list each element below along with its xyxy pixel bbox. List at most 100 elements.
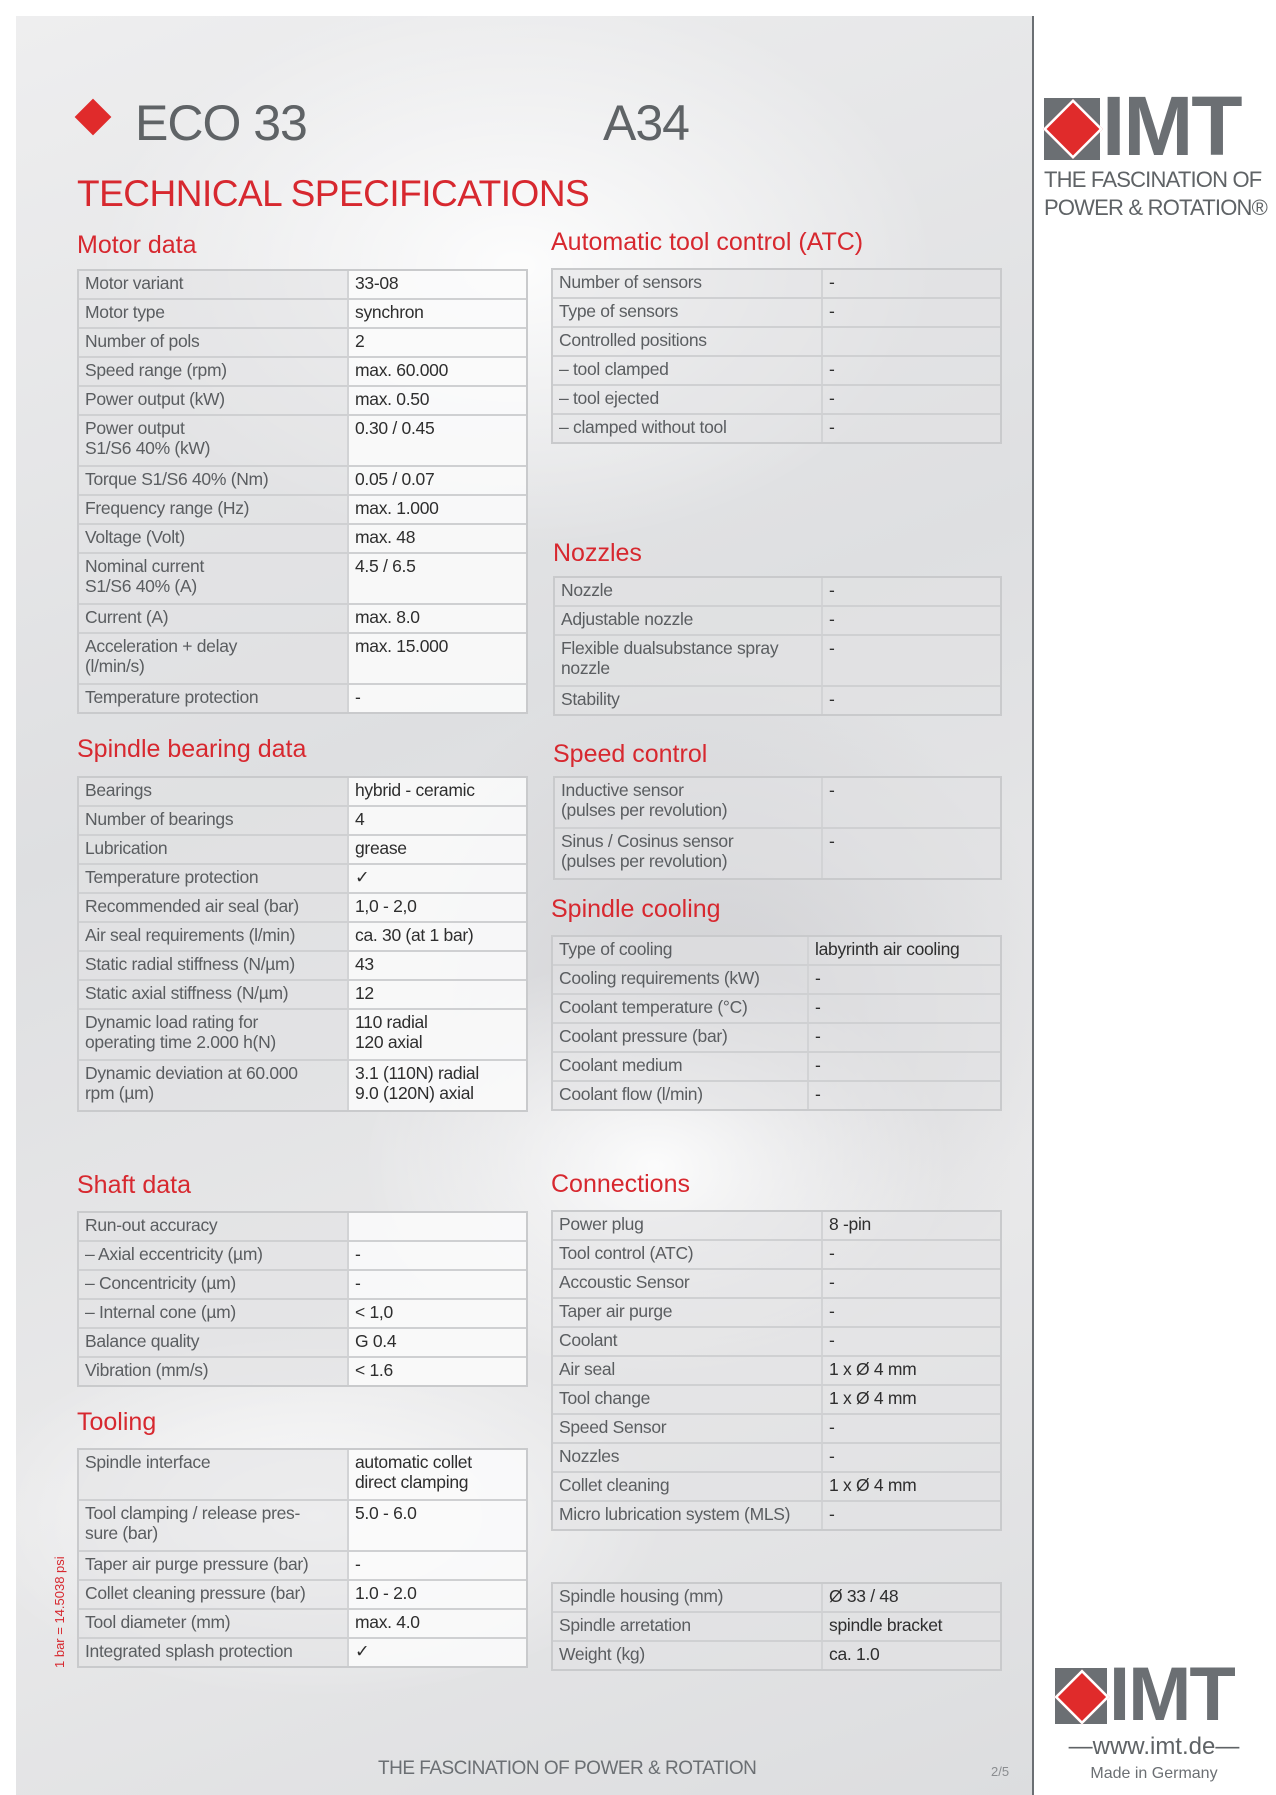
table-row: Static radial stiffness (N/µm) 43 <box>79 950 526 979</box>
website-link[interactable]: —www.imt.de— <box>1068 1733 1240 1760</box>
imt-logo: IMT <box>1042 84 1269 168</box>
spec-label: Spindle interface <box>79 1450 349 1499</box>
spec-value: 1,0 - 2,0 <box>349 894 526 921</box>
spec-label: Bearings <box>79 778 349 805</box>
spec-value: G 0.4 <box>349 1329 526 1356</box>
spec-label: Run-out accuracy <box>79 1213 349 1240</box>
spec-value: - <box>815 997 821 1017</box>
spec-table-housing: Spindle housing (mm) Ø 33 / 48 Spindle arr… <box>551 1582 1002 1671</box>
spec-label: Spindle housing (mm) <box>553 1584 823 1611</box>
table-row: – Internal cone (µm) < 1,0 <box>79 1298 526 1327</box>
section-heading-motor: Motor data <box>77 231 197 259</box>
section-heading-bearing: Spindle bearing data <box>77 735 307 763</box>
spec-label: Taper air purge <box>553 1299 823 1326</box>
spec-value: - <box>815 1055 821 1075</box>
table-row: Micro lubrication system (MLS) - <box>553 1500 1000 1529</box>
spec-value: - <box>829 272 835 292</box>
spec-value: - <box>829 638 835 658</box>
spec-value: - <box>829 1330 835 1350</box>
spec-label: Sinus / Cosinus sensor (pulses per revol… <box>555 829 823 878</box>
table-row: Nominal current S1/S6 40% (A) 4.5 / 6.5 <box>79 552 526 603</box>
table-row: Motor variant 33-08 <box>79 271 526 298</box>
spec-value: - <box>829 301 835 321</box>
spec-value: max. 1.000 <box>349 496 526 523</box>
table-row: Temperature protection ✓ <box>79 863 526 892</box>
spec-value: - <box>829 417 835 437</box>
spec-label: Coolant pressure (bar) <box>553 1024 809 1051</box>
spec-label: Air seal requirements (l/min) <box>79 923 349 950</box>
spec-label: Inductive sensor (pulses per revolution) <box>555 778 823 827</box>
spec-label: Spindle arretation <box>553 1613 823 1640</box>
spec-value: < 1,0 <box>349 1300 526 1327</box>
spec-label: – tool clamped <box>553 357 823 384</box>
table-row: Air seal 1 x Ø 4 mm <box>553 1355 1000 1384</box>
spec-label: Accoustic Sensor <box>553 1270 823 1297</box>
spec-label: Voltage (Volt) <box>79 525 349 552</box>
spec-label: Temperature protection <box>79 865 349 892</box>
page-divider <box>1032 16 1034 1795</box>
spec-value: 1.0 - 2.0 <box>349 1581 526 1608</box>
spec-label: Cooling requirements (kW) <box>553 966 809 993</box>
spec-value: - <box>829 359 835 379</box>
table-row: – clamped without tool - <box>553 413 1000 442</box>
table-row: Taper air purge pressure (bar) - <box>79 1550 526 1579</box>
table-row: Spindle interface automatic collet direct… <box>79 1450 526 1499</box>
spec-label: Flexible dualsubstance spray nozzle <box>555 636 823 685</box>
spec-value: - <box>349 1552 526 1579</box>
spec-value: 12 <box>349 981 526 1008</box>
spec-value: 3.1 (110N) radial 9.0 (120N) axial <box>349 1061 526 1110</box>
spec-label: Nominal current S1/S6 40% (A) <box>79 554 349 603</box>
table-row: Vibration (mm/s) < 1.6 <box>79 1356 526 1385</box>
table-row: Tool change 1 x Ø 4 mm <box>553 1384 1000 1413</box>
spec-value: max. 8.0 <box>349 605 526 632</box>
spec-label: Power plug <box>553 1212 823 1239</box>
spec-table-bearing: Bearings hybrid - ceramic Number of bearin… <box>77 776 528 1112</box>
tagline-line-1: THE FASCINATION OF <box>1044 167 1262 192</box>
spec-label: Nozzles <box>553 1444 823 1471</box>
spec-label: – tool ejected <box>553 386 823 413</box>
table-row: Coolant temperature (°C) - <box>553 993 1000 1022</box>
spec-label: Dynamic load rating for operating time 2… <box>79 1010 349 1059</box>
spec-value: automatic collet direct clamping <box>349 1450 526 1499</box>
spec-label: Dynamic deviation at 60.000 rpm (µm) <box>79 1061 349 1110</box>
spec-label: Speed Sensor <box>553 1415 823 1442</box>
spec-table-atc: Number of sensors - Type of sensors - Contro… <box>551 268 1002 444</box>
table-row: Dynamic load rating for operating time 2… <box>79 1008 526 1059</box>
table-row: Collet cleaning pressure (bar) 1.0 - 2.0 <box>79 1579 526 1608</box>
table-row: Inductive sensor (pulses per revolution)… <box>555 778 1000 827</box>
made-in-germany: Made in Germany <box>1090 1765 1218 1782</box>
tagline-line-2: POWER & ROTATION® <box>1044 195 1268 220</box>
spec-label: – clamped without tool <box>553 415 823 442</box>
table-row: Current (A) max. 8.0 <box>79 603 526 632</box>
spec-label: Type of cooling <box>553 937 809 964</box>
spec-label: Temperature protection <box>79 685 349 712</box>
spec-value: 4 <box>349 807 526 834</box>
table-row: Type of sensors - <box>553 297 1000 326</box>
spec-value: 1 x Ø 4 mm <box>829 1359 917 1379</box>
section-heading-atc: Automatic tool control (ATC) <box>551 228 864 256</box>
spec-value: 0.05 / 0.07 <box>349 467 526 494</box>
spec-label: Nozzle <box>555 578 823 605</box>
table-row: – Axial eccentricity (µm) - <box>79 1240 526 1269</box>
spec-table-motor: Motor variant 33-08 Motor type synchron Numb… <box>77 269 528 714</box>
spec-label: Weight (kg) <box>553 1642 823 1669</box>
spec-label: Number of sensors <box>553 270 823 297</box>
table-row: Number of bearings 4 <box>79 805 526 834</box>
spec-label: – Concentricity (µm) <box>79 1271 349 1298</box>
table-row: Nozzle - <box>555 578 1000 605</box>
table-row: Tool clamping / release pres- sure (bar)… <box>79 1499 526 1550</box>
spec-value: 1 x Ø 4 mm <box>829 1475 917 1495</box>
table-row: Dynamic deviation at 60.000 rpm (µm) 3.1 … <box>79 1059 526 1110</box>
spec-label: – Internal cone (µm) <box>79 1300 349 1327</box>
table-row: Frequency range (Hz) max. 1.000 <box>79 494 526 523</box>
table-row: Spindle housing (mm) Ø 33 / 48 <box>553 1584 1000 1611</box>
table-row: Taper air purge - <box>553 1297 1000 1326</box>
model-name: A34 <box>603 95 690 151</box>
spec-value: 1 x Ø 4 mm <box>829 1388 917 1408</box>
spec-label: Tool control (ATC) <box>553 1241 823 1268</box>
page-title: TECHNICAL SPECIFICATIONS <box>77 173 590 214</box>
spec-label: Controlled positions <box>553 328 823 355</box>
spec-table-cooling: Type of cooling labyrinth air cooling Cool… <box>551 935 1002 1111</box>
pressure-conversion-note: 1 bar = 14.5038 psi <box>52 1556 67 1668</box>
table-row: Type of cooling labyrinth air cooling <box>553 937 1000 964</box>
